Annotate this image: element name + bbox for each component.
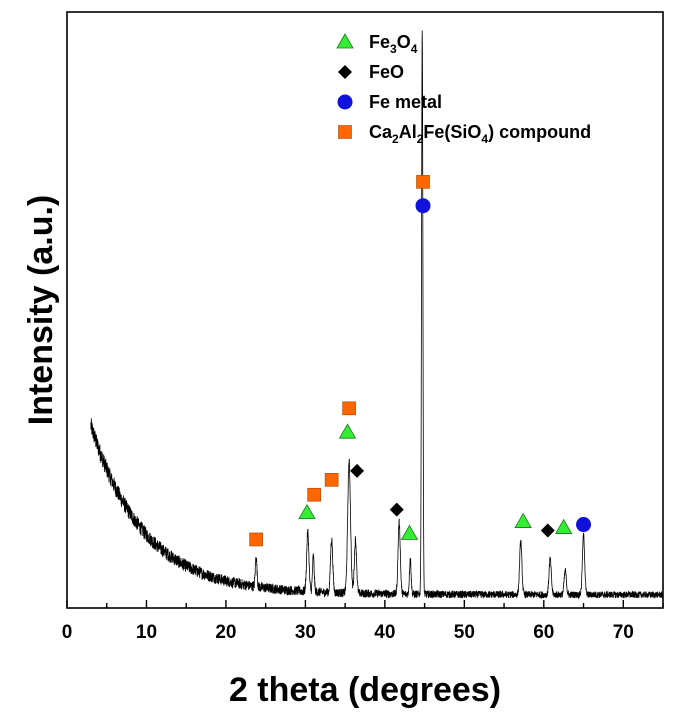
x-axis: 0 10 20 30 40 50 60 70 — [62, 600, 664, 643]
xrd-pattern-line — [90, 30, 663, 600]
phase-marker-ca_compound — [307, 487, 321, 502]
x-tick-label: 70 — [613, 622, 634, 643]
phase-marker-fe_metal — [415, 198, 431, 214]
legend-label-ca_compound: Ca2Al2Fe(SiO4) compound — [369, 122, 591, 146]
legend-marker-fe3o4 — [336, 33, 354, 49]
phase-marker-ca_compound — [416, 175, 430, 189]
phase-marker-ca_compound — [342, 401, 356, 416]
x-tick-label: 10 — [136, 622, 157, 643]
x-axis-title: 2 theta (degrees) — [229, 671, 501, 709]
phase-marker-ca_compound — [324, 473, 339, 487]
phase-marker-fe3o4 — [554, 518, 573, 534]
phase-marker-fe3o4 — [338, 423, 357, 439]
x-tick-label: 20 — [215, 622, 236, 643]
phase-marker-ca_compound — [249, 532, 263, 547]
phase-marker-feo — [350, 463, 365, 478]
y-axis-title: Intensity (a.u.) — [22, 195, 60, 425]
x-tick-label: 60 — [533, 622, 554, 643]
legend-marker-feo — [338, 65, 352, 79]
phase-marker-fe3o4 — [298, 503, 316, 520]
x-tick-label: 30 — [295, 622, 316, 643]
legend: Fe3O4 FeO Fe metal Ca2Al2Fe(SiO4) compound — [336, 32, 591, 146]
legend-label-fe3o4: Fe3O4 — [369, 32, 418, 56]
plot-frame — [66, 11, 664, 609]
legend-label-feo: FeO — [369, 62, 404, 82]
x-tick-label: 50 — [454, 622, 475, 643]
legend-marker-ca_compound — [338, 125, 352, 139]
phase-marker-fe3o4 — [400, 524, 419, 540]
phase-marker-feo — [540, 523, 555, 538]
phase-marker-fe3o4 — [514, 512, 532, 528]
phase-markers — [249, 175, 592, 547]
phase-marker-feo — [389, 502, 404, 517]
phase-marker-fe_metal — [576, 517, 592, 533]
legend-label-fe_metal: Fe metal — [369, 92, 442, 112]
x-tick-label: 0 — [62, 622, 73, 643]
legend-marker-fe_metal — [337, 94, 353, 110]
x-tick-label: 40 — [374, 622, 395, 643]
